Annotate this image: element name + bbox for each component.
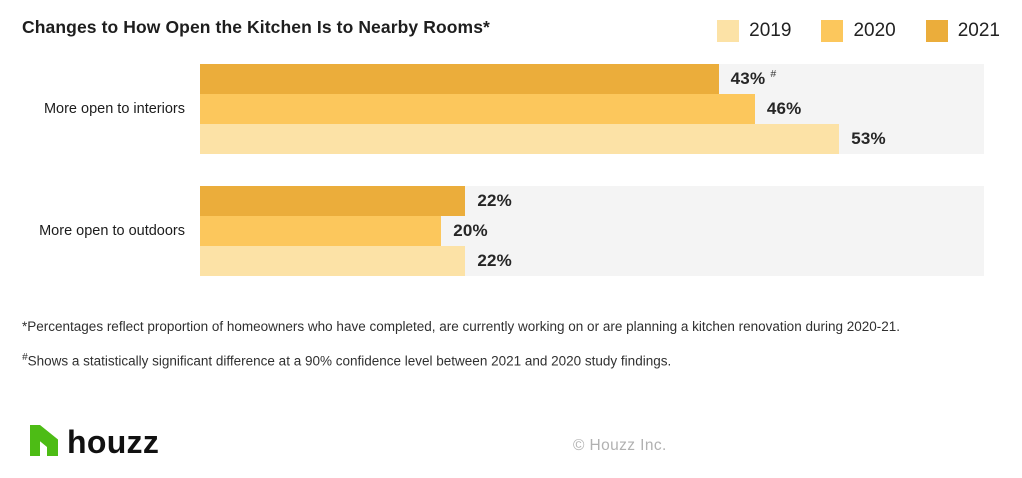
copyright-text: © Houzz Inc. <box>573 437 667 454</box>
bar-track: 43% #46% 53% <box>200 64 984 154</box>
bar-2021 <box>200 186 466 216</box>
footnote-text: Shows a statistically significant differ… <box>27 353 672 369</box>
houzz-house-icon <box>30 425 58 456</box>
legend-label: 2021 <box>957 20 1000 41</box>
footnote-2: #Shows a statistically significant diffe… <box>22 352 671 369</box>
houzz-logo: houzz <box>30 424 160 460</box>
footnote-marker: # <box>22 352 28 363</box>
chart-legend: 2019 2020 2021 <box>717 20 1000 42</box>
bar-row: 53% <box>200 124 984 154</box>
legend-label: 2019 <box>749 20 792 41</box>
footnote-marker: * <box>22 319 28 334</box>
bar-row: 43% # <box>200 64 984 94</box>
legend-swatch-2021 <box>925 20 948 42</box>
bar-2019 <box>200 246 466 276</box>
bar-track: 22% 20% 22% <box>200 186 984 276</box>
value-label: 53% <box>851 129 886 148</box>
bar-row: 20% <box>200 216 984 246</box>
category-label: More open to interiors <box>43 101 185 117</box>
footnote-text: Percentages reflect proportion of homeow… <box>27 319 901 334</box>
bar-2020 <box>200 216 442 246</box>
bar-row: 46% <box>200 94 984 124</box>
footnote-1: *Percentages reflect proportion of homeo… <box>22 319 900 334</box>
legend-swatch-2020 <box>821 20 844 42</box>
value-label: 46% <box>766 99 802 118</box>
chart-title: Changes to How Open the Kitchen Is to Ne… <box>22 17 490 37</box>
legend-label: 2020 <box>853 20 896 41</box>
category-label: More open to outdoors <box>39 223 185 239</box>
bar-2021 <box>200 64 719 94</box>
legend-swatch-2019 <box>717 20 740 42</box>
bar-2020 <box>200 94 755 124</box>
chart-group: More open to interiors 43% #46% 53% <box>0 64 1022 154</box>
chart-group: More open to outdoors 22% 20% 22% <box>0 186 1022 276</box>
houzz-wordmark: houzz <box>67 424 160 460</box>
bar-row: 22% <box>200 246 984 276</box>
legend-item-2020: 2020 <box>821 20 896 42</box>
value-label: 22% <box>477 251 512 270</box>
value-label: 22% <box>477 191 512 210</box>
bar-row: 22% <box>200 186 984 216</box>
significance-note: # <box>770 68 777 80</box>
value-label: 43% <box>730 69 766 88</box>
bar-2019 <box>200 124 840 154</box>
legend-item-2019: 2019 <box>717 20 791 42</box>
bar-chart: More open to interiors 43% #46% 53% More ope… <box>0 64 1022 276</box>
legend-item-2021: 2021 <box>925 20 1000 42</box>
value-label: 20% <box>453 221 488 240</box>
